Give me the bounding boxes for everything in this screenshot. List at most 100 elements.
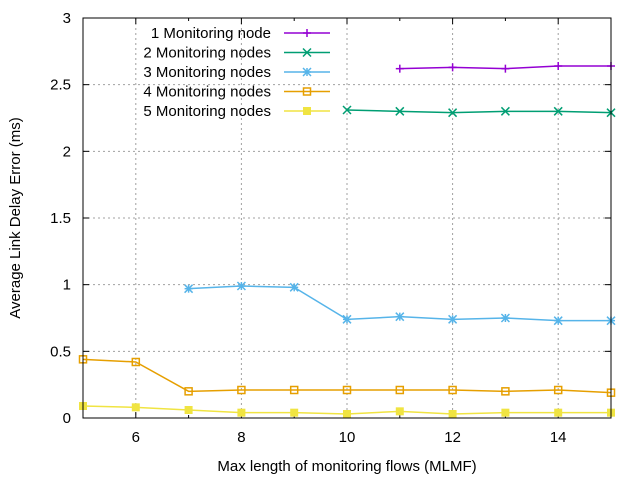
marker-stroke	[289, 282, 299, 292]
data-point	[501, 64, 510, 73]
marker-shape	[501, 408, 510, 417]
marker-stroke	[302, 67, 312, 77]
marker-stroke	[395, 106, 405, 116]
grid-lines	[83, 18, 611, 418]
marker-shape	[448, 385, 457, 395]
data-point	[342, 314, 352, 324]
data-point	[395, 312, 405, 322]
data-point	[500, 313, 510, 323]
x-tick-label: 14	[550, 429, 567, 446]
marker-stroke	[302, 47, 312, 58]
data-point	[448, 410, 457, 418]
legend-label: 3 Monitoring nodes	[143, 64, 271, 81]
marker-stroke	[500, 313, 510, 323]
marker-shape	[131, 357, 141, 367]
data-point	[303, 29, 311, 37]
data-point	[501, 387, 510, 396]
data-point	[395, 64, 404, 73]
plot-frame	[82, 17, 612, 419]
legend-item: 5 Monitoring nodes	[143, 103, 330, 120]
y-tick-label: 2.5	[50, 77, 71, 94]
data-point	[553, 106, 563, 116]
data-point	[342, 105, 352, 115]
x-tick-label: 6	[132, 429, 140, 446]
marker-stroke	[395, 312, 405, 322]
data-point	[302, 47, 312, 58]
marker-shape	[184, 406, 193, 414]
marker-shape	[237, 408, 246, 417]
legend-label: 5 Monitoring nodes	[143, 103, 271, 120]
legend-item: 4 Monitoring nodes	[143, 84, 330, 101]
series-4	[78, 355, 616, 397]
legend: 1 Monitoring node 2 Monitoring nodes 3 Mon…	[143, 25, 330, 120]
data-series	[78, 62, 616, 418]
marker-stroke	[448, 314, 458, 324]
y-tick-label: 2	[63, 143, 71, 160]
marker-stroke	[236, 281, 246, 291]
legend-label: 1 Monitoring node	[151, 25, 271, 42]
data-point	[501, 408, 510, 417]
data-point	[302, 67, 312, 77]
marker-stroke	[342, 314, 352, 324]
y-tick-label: 1.5	[50, 210, 71, 227]
data-point	[184, 406, 193, 414]
data-point	[395, 385, 405, 395]
marker-shape	[237, 385, 246, 395]
axis-ticks: 0 0.5 1 1.5 2 2.5 3 6 8 10 12 14	[50, 10, 612, 446]
marker-stroke	[553, 106, 563, 116]
marker-stroke	[184, 284, 194, 294]
data-point	[289, 385, 299, 395]
data-point	[303, 107, 311, 115]
data-point	[553, 385, 563, 395]
marker-shape	[342, 385, 352, 395]
legend-item: 2 Monitoring nodes	[143, 45, 330, 62]
marker-shape	[501, 387, 510, 396]
data-point	[131, 357, 141, 367]
marker-shape	[343, 410, 351, 418]
x-tick-label: 10	[339, 429, 356, 446]
data-point	[184, 284, 194, 294]
legend-item: 1 Monitoring node	[151, 25, 330, 42]
series-line	[346, 109, 612, 114]
data-point	[237, 408, 246, 417]
data-point	[236, 281, 246, 291]
data-point	[131, 403, 140, 412]
x-axis-title: Max length of monitoring flows (MLMF)	[217, 458, 476, 475]
marker-shape	[290, 408, 299, 417]
series-1	[395, 62, 615, 73]
data-point	[448, 108, 458, 118]
data-point	[237, 385, 246, 395]
marker-shape	[395, 385, 405, 395]
marker-stroke	[342, 105, 352, 115]
marker-shape	[553, 385, 563, 395]
y-tick-label: 0	[63, 410, 71, 427]
data-point	[553, 316, 563, 326]
marker-shape	[395, 407, 404, 416]
series-2	[342, 105, 616, 118]
marker-stroke	[448, 108, 458, 118]
data-point	[395, 407, 404, 416]
y-tick-label: 0.5	[50, 343, 71, 360]
y-tick-label: 1	[63, 277, 71, 294]
y-tick-label: 3	[63, 10, 71, 27]
marker-shape	[448, 410, 457, 418]
data-point	[289, 282, 299, 292]
marker-shape	[303, 107, 311, 115]
data-point	[448, 314, 458, 324]
x-tick-label: 8	[237, 429, 245, 446]
y-axis-title: Average Link Delay Error (ms)	[7, 117, 24, 318]
data-point	[448, 385, 457, 395]
x-tick-label: 12	[444, 429, 461, 446]
data-point	[395, 106, 405, 116]
series-line	[82, 358, 612, 394]
marker-shape	[289, 385, 299, 395]
legend-label: 4 Monitoring nodes	[143, 84, 271, 101]
marker-shape	[131, 403, 140, 412]
marker-stroke	[500, 106, 510, 116]
legend-label: 2 Monitoring nodes	[143, 45, 271, 62]
data-point	[342, 385, 352, 395]
series-3	[184, 281, 616, 326]
data-point	[554, 62, 563, 70]
marker-shape	[184, 387, 193, 396]
